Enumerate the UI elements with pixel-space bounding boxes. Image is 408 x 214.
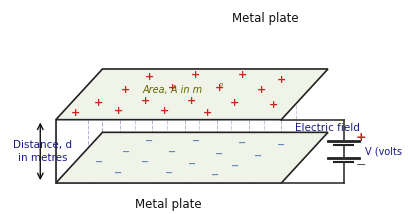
Text: +: + <box>94 98 103 108</box>
Text: +: + <box>203 108 212 118</box>
Text: −: − <box>231 161 239 171</box>
Text: +: + <box>144 72 154 82</box>
Text: +: + <box>277 74 286 85</box>
Text: −: − <box>254 151 262 160</box>
Text: +: + <box>215 83 224 93</box>
Text: +: + <box>257 85 266 95</box>
Text: Electric field: Electric field <box>295 123 360 133</box>
Text: +: + <box>238 70 247 80</box>
Polygon shape <box>56 132 328 183</box>
Text: V (volts: V (volts <box>365 146 402 156</box>
Text: +: + <box>356 131 366 144</box>
Text: Area, A in m: Area, A in m <box>142 85 202 95</box>
Text: −: − <box>188 159 196 169</box>
Text: +: + <box>168 83 177 93</box>
Text: +: + <box>187 96 197 106</box>
Text: −: − <box>238 138 246 148</box>
Text: −: − <box>277 140 285 150</box>
Text: 2: 2 <box>219 83 223 89</box>
Text: −: − <box>164 168 173 177</box>
Polygon shape <box>56 69 328 120</box>
Text: +: + <box>141 96 150 106</box>
Text: +: + <box>121 85 131 95</box>
Text: −: − <box>114 168 122 177</box>
Text: +: + <box>71 108 80 118</box>
Text: Distance, d
in metres: Distance, d in metres <box>13 140 72 163</box>
Text: −: − <box>122 146 130 156</box>
Text: +: + <box>160 106 169 116</box>
Text: −: − <box>95 157 103 167</box>
Text: −: − <box>141 157 149 167</box>
Text: Metal plate: Metal plate <box>135 198 202 211</box>
Text: −: − <box>192 136 200 146</box>
Text: −: − <box>169 146 177 156</box>
Text: +: + <box>113 106 123 116</box>
Text: +: + <box>230 98 239 108</box>
Text: +: + <box>269 100 278 110</box>
Text: −: − <box>145 136 153 146</box>
Text: +: + <box>191 70 200 80</box>
Text: Metal plate: Metal plate <box>233 12 299 25</box>
Text: −: − <box>211 169 219 180</box>
Text: −: − <box>356 159 366 172</box>
Text: −: − <box>215 149 223 159</box>
